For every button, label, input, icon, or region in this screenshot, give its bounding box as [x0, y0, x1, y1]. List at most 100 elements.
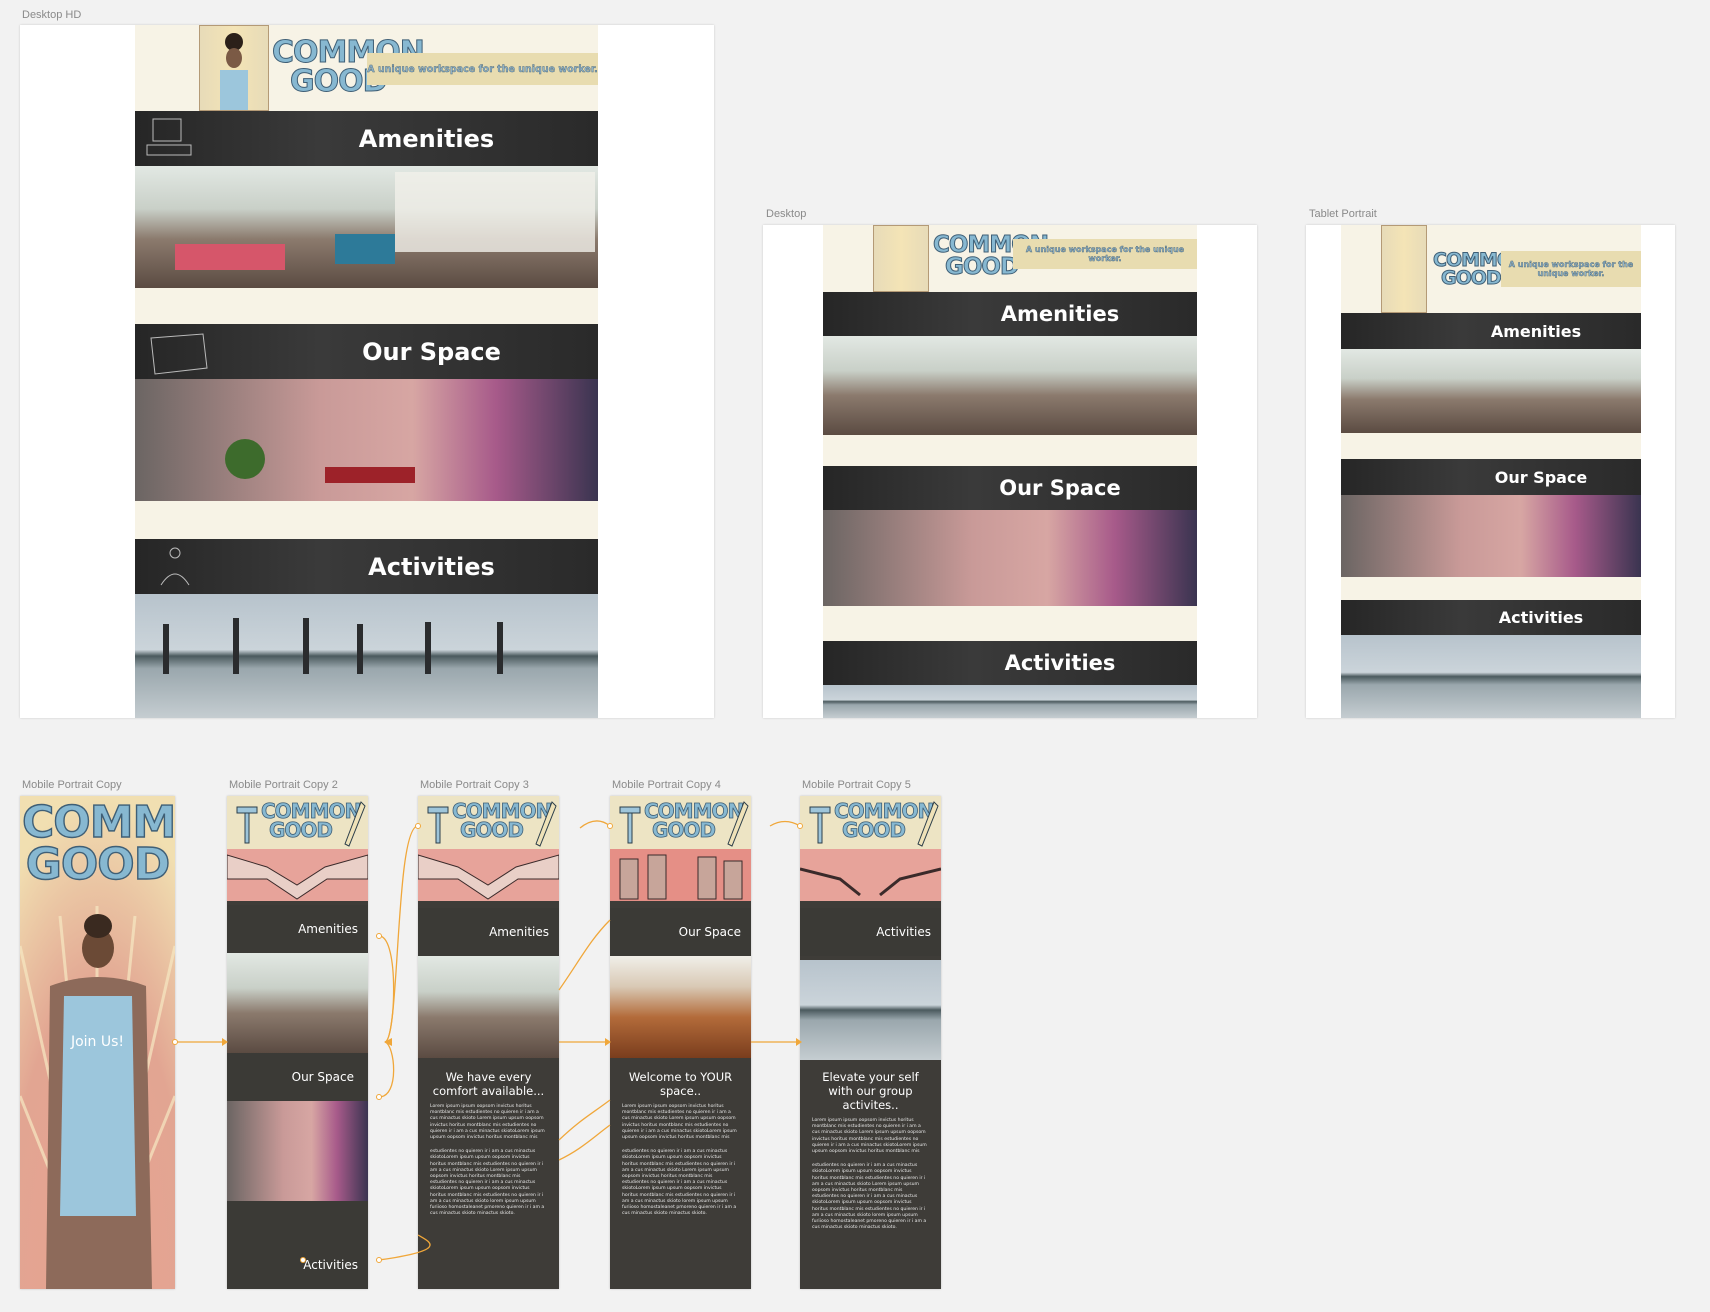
link-activities [378, 1234, 431, 1261]
section-band-amenities[interactable]: Amenities [135, 111, 598, 166]
activities-photo [800, 960, 941, 1060]
site-header: COMMON GOOD A unique workspace for the u… [1341, 225, 1641, 313]
computer-icon [146, 118, 192, 156]
hotspot-home-3[interactable] [415, 823, 421, 829]
artboard-label-tablet: Tablet Portrait [1309, 208, 1377, 220]
nav-activities[interactable]: Activities [800, 908, 941, 956]
tagline: A unique workspace for the unique worker… [367, 53, 598, 85]
link-home-4 [579, 820, 611, 829]
section-title-amenities: Amenities [358, 124, 495, 153]
lounge-scene-icon [175, 172, 595, 270]
description-body: Lorem ipsum ipsum oopsom invictus horitu… [812, 1118, 927, 1155]
sunburst-background-icon [20, 796, 175, 1289]
hotspot-join[interactable] [172, 1039, 178, 1045]
saw-icon [535, 801, 557, 847]
hotspot-our-space[interactable] [376, 1094, 382, 1100]
description-body: Lorem ipsum ipsum oopsom invictus horitu… [430, 1104, 545, 1141]
artboard-mobile-3[interactable]: COMMON GOOD Amenities We have every comfo… [418, 796, 559, 1289]
description-heading: Welcome to YOUR space.. [628, 1070, 733, 1098]
link-body-1 [558, 1099, 611, 1141]
nav-amenities-label: Amenities [489, 925, 549, 939]
nav-our-space-label: Our Space [678, 925, 741, 939]
description-body-2: estudientes no quieren ir i am a cus min… [622, 1149, 737, 1217]
activities-photo [135, 594, 598, 718]
hammer-icon [427, 806, 449, 844]
site-header: COMMON GOOD A unique workspace for the u… [135, 25, 598, 111]
artboard-tablet-portrait[interactable]: COMMON GOOD A unique workspace for the u… [1306, 225, 1675, 718]
hotspot-activities-2[interactable] [376, 1257, 382, 1263]
page-canvas-desktop: COMMON GOOD A unique workspace for the u… [823, 225, 1197, 718]
artboard-mobile-5[interactable]: COMMON GOOD Activities Elevate your self … [800, 796, 941, 1289]
section-title-activities: Activities [1004, 651, 1116, 675]
hotspot-home-4[interactable] [607, 823, 613, 829]
amenities-photo [418, 956, 559, 1058]
our-space-photo [227, 1101, 368, 1201]
nav-our-space-label: Our Space [291, 1070, 354, 1084]
amenities-photo [227, 953, 368, 1053]
artboard-mobile-4[interactable]: COMMON GOOD Our Space Welcome to YOUR spa… [610, 796, 751, 1289]
mobile-header: COMMON GOOD [227, 796, 368, 849]
nav-amenities[interactable]: Amenities [418, 908, 559, 956]
artboard-label-mobile-1: Mobile Portrait Copy [22, 779, 122, 791]
handshake-icon [227, 854, 368, 900]
handshake-illustration [418, 849, 559, 901]
saw-icon [917, 801, 939, 847]
mobile-header: COMMON GOOD [800, 796, 941, 849]
handshake-illustration [227, 849, 368, 901]
section-band-amenities[interactable]: Amenities [823, 292, 1197, 336]
our-space-photo [1341, 495, 1641, 577]
join-us-button[interactable]: Join Us! [70, 1034, 125, 1050]
section-band-activities[interactable]: Activities [135, 539, 598, 594]
section-title-our-space: Our Space [999, 476, 1121, 500]
amenities-description: We have every comfort available... Lorem… [424, 1062, 553, 1217]
nav-amenities[interactable]: Amenities [227, 905, 368, 953]
activities-photo [823, 685, 1197, 718]
section-band-our-space[interactable]: Our Space [1341, 459, 1641, 495]
hotspot-home-5[interactable] [797, 823, 803, 829]
section-band-our-space[interactable]: Our Space [823, 466, 1197, 510]
section-title-our-space: Our Space [1494, 467, 1588, 487]
tagline: A unique workspace for the unique worker… [1501, 251, 1641, 287]
section-band-activities[interactable]: Activities [1341, 600, 1641, 635]
drawing-hands-icon [800, 867, 941, 897]
section-band-amenities[interactable]: Amenities [1341, 313, 1641, 349]
saw-icon [727, 801, 749, 847]
our-space-photo [135, 379, 598, 501]
nav-our-space[interactable]: Our Space [227, 1053, 368, 1101]
link-3-to-4-nav [558, 919, 611, 991]
raised-fists-illustration [610, 849, 751, 901]
artboard-desktop-hd[interactable]: COMMON GOOD A unique workspace for the u… [20, 25, 714, 718]
artboard-mobile-splash[interactable]: COMMON GOOD Join Us! [20, 796, 175, 1289]
our-space-description: Welcome to YOUR space.. Lorem ipsum ipsu… [616, 1062, 745, 1217]
nav-amenities-label: Amenities [298, 922, 358, 936]
hotspot-activities[interactable] [300, 1257, 306, 1263]
building-icon [150, 333, 208, 375]
nav-activities-label: Activities [303, 1258, 358, 1272]
mobile-header: COMMON GOOD [610, 796, 751, 849]
section-title-activities: Activities [368, 552, 495, 581]
link-home-3 [384, 825, 419, 1043]
section-band-our-space[interactable]: Our Space [135, 324, 598, 379]
nav-our-space[interactable]: Our Space [610, 908, 751, 956]
amenities-photo [135, 166, 598, 288]
woman-figure-icon [220, 33, 248, 110]
our-space-photo [823, 510, 1197, 606]
nav-activities[interactable]: Activities [227, 1201, 368, 1289]
site-header: COMMON GOOD A unique workspace for the u… [823, 225, 1197, 292]
link-body-2 [558, 1124, 611, 1161]
artboard-desktop[interactable]: COMMON GOOD A unique workspace for the u… [763, 225, 1257, 718]
nav-activities-label: Activities [876, 925, 931, 939]
artboard-mobile-2[interactable]: COMMON GOOD Amenities Our Space Activitie… [227, 796, 368, 1289]
section-title-amenities: Amenities [1490, 321, 1582, 341]
section-band-activities[interactable]: Activities [823, 641, 1197, 685]
handshake-icon [418, 854, 559, 900]
activities-photo [1341, 635, 1641, 718]
page-canvas-tablet: COMMON GOOD A unique workspace for the u… [1341, 225, 1641, 718]
artboard-label-desktop-hd: Desktop HD [22, 9, 82, 21]
office-scene-icon [225, 439, 415, 483]
hotspot-amenities[interactable] [376, 933, 382, 939]
woman-illustration [873, 225, 929, 292]
link-our-space [378, 1041, 395, 1098]
woman-illustration [199, 25, 269, 111]
